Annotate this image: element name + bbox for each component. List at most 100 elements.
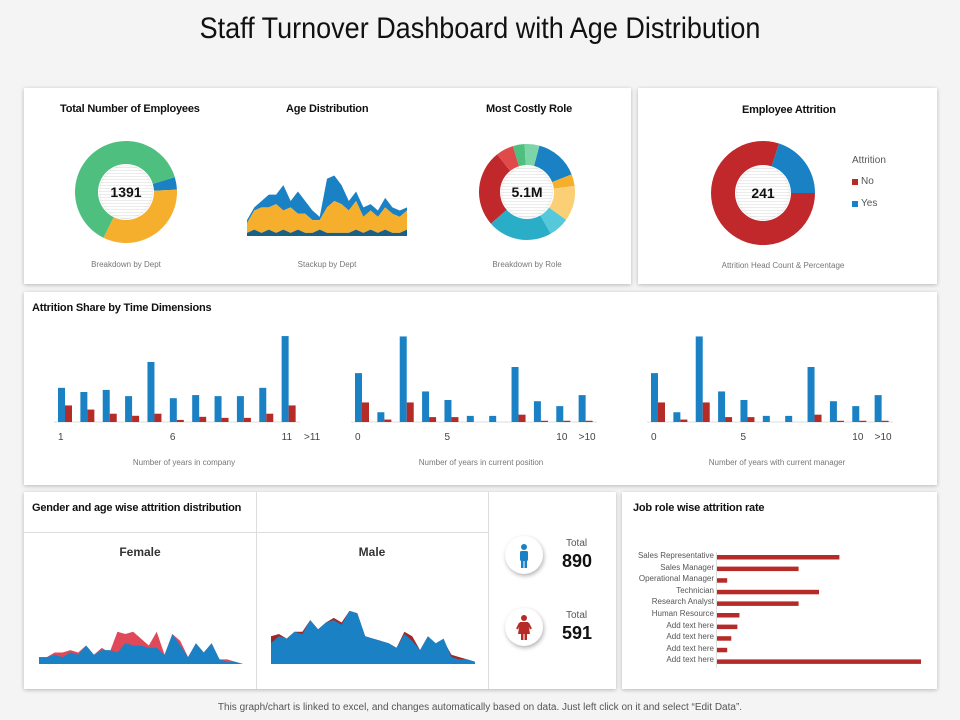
bar[interactable] (556, 406, 564, 422)
bar[interactable] (451, 417, 459, 422)
donut-slice[interactable] (497, 146, 520, 171)
bar[interactable] (132, 415, 140, 422)
bar[interactable] (125, 396, 133, 422)
bar[interactable] (288, 405, 296, 422)
male-area-chart[interactable] (271, 604, 475, 664)
bar[interactable] (489, 415, 497, 422)
bar[interactable] (578, 395, 586, 422)
bar[interactable] (384, 419, 392, 422)
area-series[interactable] (247, 175, 407, 224)
role-bar[interactable] (717, 613, 740, 618)
bar[interactable] (518, 414, 526, 422)
bar[interactable] (673, 412, 681, 422)
donut-slice[interactable] (771, 143, 815, 193)
area-series[interactable] (39, 634, 243, 664)
bar[interactable] (585, 420, 593, 422)
years-company-chart[interactable] (54, 334, 314, 424)
role-bar[interactable] (717, 636, 732, 641)
role-bar[interactable] (717, 578, 728, 583)
bar[interactable] (80, 391, 88, 422)
donut-slice[interactable] (540, 207, 567, 234)
job-role-chart[interactable] (716, 552, 926, 672)
bar[interactable] (102, 389, 110, 422)
age-area-chart[interactable] (247, 166, 407, 236)
bar[interactable] (740, 400, 748, 422)
bar[interactable] (874, 395, 882, 422)
donut-slice[interactable] (533, 145, 572, 183)
bar[interactable] (466, 415, 474, 422)
bar[interactable] (540, 420, 548, 422)
attrition-donut[interactable] (698, 128, 828, 258)
area-series[interactable] (271, 610, 475, 664)
donut-slice[interactable] (711, 141, 815, 245)
role-bar[interactable] (717, 555, 840, 560)
bar[interactable] (852, 406, 860, 422)
bar[interactable] (154, 413, 162, 422)
bar[interactable] (362, 402, 369, 422)
legend-item-no[interactable]: No (852, 176, 874, 187)
female-area-chart[interactable] (39, 604, 243, 664)
costly-donut[interactable] (467, 132, 587, 252)
donut-slice[interactable] (152, 177, 177, 191)
bar[interactable] (725, 417, 733, 422)
area-series[interactable] (247, 201, 407, 233)
bar[interactable] (58, 387, 65, 422)
legend-item-yes[interactable]: Yes (852, 198, 877, 209)
role-bar[interactable] (717, 624, 738, 630)
bar[interactable] (658, 402, 665, 422)
donut-slice[interactable] (524, 144, 540, 166)
bar[interactable] (702, 402, 710, 422)
bar[interactable] (829, 401, 837, 422)
bar[interactable] (444, 400, 452, 422)
bar[interactable] (807, 367, 815, 422)
bar[interactable] (259, 387, 267, 422)
bar[interactable] (281, 336, 289, 422)
bar[interactable] (859, 420, 867, 422)
donut-slice[interactable] (103, 189, 177, 243)
donut-slice[interactable] (479, 154, 511, 224)
bar[interactable] (422, 391, 430, 422)
donut-slice[interactable] (552, 174, 575, 189)
bar[interactable] (695, 336, 703, 422)
bar[interactable] (87, 409, 95, 422)
bar[interactable] (243, 417, 251, 422)
bar[interactable] (65, 405, 72, 422)
donut-slice[interactable] (75, 141, 175, 238)
bar[interactable] (406, 402, 414, 422)
bar[interactable] (785, 415, 793, 422)
bar[interactable] (762, 415, 770, 422)
donut-slice[interactable] (548, 185, 575, 220)
bar[interactable] (109, 413, 117, 422)
bar[interactable] (147, 361, 155, 422)
role-bar[interactable] (717, 647, 728, 653)
bar[interactable] (718, 391, 726, 422)
bar[interactable] (169, 398, 177, 422)
bar[interactable] (533, 401, 541, 422)
bar[interactable] (377, 412, 385, 422)
employees-donut[interactable] (66, 132, 186, 252)
bar[interactable] (355, 373, 362, 422)
donut-slice[interactable] (512, 144, 526, 167)
role-bar[interactable] (717, 659, 921, 664)
bar[interactable] (881, 420, 889, 422)
bar[interactable] (399, 336, 407, 422)
donut-slice[interactable] (490, 209, 551, 240)
role-bar[interactable] (717, 566, 799, 572)
bar[interactable] (747, 417, 755, 422)
role-bar[interactable] (717, 601, 799, 606)
bar[interactable] (176, 419, 184, 422)
bar[interactable] (236, 396, 244, 422)
bar[interactable] (814, 414, 822, 422)
bar[interactable] (192, 395, 200, 422)
bar[interactable] (214, 396, 222, 422)
years-manager-chart[interactable] (647, 334, 907, 424)
years-position-chart[interactable] (351, 334, 611, 424)
bar[interactable] (511, 367, 519, 422)
bar[interactable] (680, 419, 688, 422)
bar[interactable] (221, 417, 229, 422)
role-bar[interactable] (717, 589, 819, 595)
bar[interactable] (651, 373, 658, 422)
bar[interactable] (266, 413, 274, 422)
bar[interactable] (199, 416, 207, 422)
bar[interactable] (836, 420, 844, 422)
